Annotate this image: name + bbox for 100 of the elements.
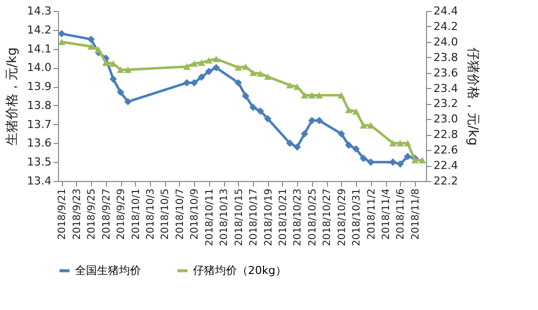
y2-tick-label: 23.4 bbox=[434, 82, 458, 95]
y-tick-label: 14.3 bbox=[27, 4, 52, 18]
x-tick-label: 2018/10/5 bbox=[160, 188, 172, 240]
x-tick-label: 2018/10/7 bbox=[174, 188, 186, 240]
x-tick-label: 2018/10/23 bbox=[292, 188, 304, 246]
point bbox=[360, 122, 368, 129]
point bbox=[264, 73, 272, 80]
y2-tick-label: 23.0 bbox=[434, 112, 458, 126]
point bbox=[198, 73, 206, 81]
point bbox=[205, 57, 213, 64]
point bbox=[338, 130, 346, 138]
point bbox=[256, 107, 264, 115]
point bbox=[300, 130, 308, 138]
point bbox=[58, 30, 66, 38]
x-tick-label: 2018/10/15 bbox=[234, 188, 245, 246]
point bbox=[389, 158, 397, 166]
x-tick-label: 2018/9/25 bbox=[86, 188, 98, 240]
point bbox=[234, 64, 242, 71]
y-tick-label: 13.4 bbox=[27, 174, 52, 188]
x-tick-label: 2018/10/31 bbox=[352, 188, 363, 246]
x-tick-label: 2018/10/9 bbox=[190, 188, 201, 240]
point bbox=[87, 43, 95, 50]
y-tick-label: 13.8 bbox=[27, 98, 52, 112]
point bbox=[116, 66, 124, 73]
x-tick-label: 2018/9/27 bbox=[101, 188, 112, 240]
legend-label: 全国生猪均价 bbox=[75, 264, 141, 277]
y2-tick-label: 24.4 bbox=[434, 4, 458, 18]
x-tick-label: 2018/10/29 bbox=[336, 188, 348, 246]
point bbox=[116, 88, 124, 96]
x-tick-label: 2018/11/8 bbox=[410, 188, 422, 240]
point bbox=[256, 70, 264, 77]
point bbox=[293, 84, 301, 90]
y2-tick-label: 24.0 bbox=[434, 35, 458, 48]
x-tick-label: 2018/10/25 bbox=[307, 188, 318, 246]
point bbox=[345, 141, 352, 149]
y-tick-label: 13.9 bbox=[27, 80, 52, 94]
point bbox=[345, 106, 352, 114]
point bbox=[102, 60, 110, 66]
x-tick-label: 2018/10/27 bbox=[322, 188, 334, 246]
y2-tick-label: 22.6 bbox=[434, 144, 458, 157]
y-tick-label: 14.1 bbox=[27, 42, 52, 56]
y-tick-label: 13.7 bbox=[27, 118, 52, 131]
y2-tick-label: 23.8 bbox=[434, 50, 458, 64]
point bbox=[352, 145, 360, 153]
point bbox=[212, 64, 220, 72]
point bbox=[316, 116, 323, 124]
point bbox=[316, 92, 323, 98]
x-tick-label: 2018/9/23 bbox=[72, 188, 83, 240]
point bbox=[286, 140, 294, 147]
x-tick-label: 2018/11/4 bbox=[381, 188, 392, 240]
point bbox=[124, 98, 132, 106]
point bbox=[249, 70, 257, 76]
y2-tick-label: 22.8 bbox=[434, 128, 458, 142]
point bbox=[396, 140, 404, 146]
x-tick-label: 2018/11/2 bbox=[366, 188, 378, 240]
point bbox=[205, 68, 213, 76]
y2-tick-label: 24.2 bbox=[434, 20, 458, 33]
point bbox=[242, 92, 250, 100]
point bbox=[87, 36, 95, 44]
point bbox=[300, 92, 308, 98]
point bbox=[418, 156, 426, 164]
point bbox=[183, 63, 191, 70]
point bbox=[124, 66, 132, 73]
y-axis-title: 生猪价格，元/kg bbox=[5, 47, 20, 146]
point bbox=[360, 154, 368, 162]
y2-axis-title: 仔猪价格，元/kg bbox=[464, 47, 480, 146]
x-tick-label: 2018/10/11 bbox=[204, 188, 216, 246]
point bbox=[198, 60, 206, 66]
point bbox=[249, 104, 257, 112]
y2-tick-label: 23.2 bbox=[434, 97, 458, 110]
legend-label: 仔猪均价（20kg） bbox=[193, 264, 286, 277]
point bbox=[109, 75, 117, 83]
y2-tick-label: 22.4 bbox=[434, 159, 458, 172]
point bbox=[338, 92, 346, 98]
x-tick-label: 2018/9/21 bbox=[57, 188, 68, 240]
x-tick-label: 2018/11/6 bbox=[396, 188, 407, 240]
x-tick-label: 2018/10/1 bbox=[130, 188, 142, 240]
y-tick-label: 14.2 bbox=[27, 23, 52, 36]
point bbox=[264, 114, 272, 122]
x-tick-label: 2018/10/17 bbox=[248, 188, 260, 246]
point bbox=[308, 92, 316, 98]
x-tick-label: 2018/10/13 bbox=[219, 188, 230, 246]
y2-tick-label: 23.6 bbox=[434, 66, 458, 80]
y2-tick-label: 22.2 bbox=[434, 174, 458, 188]
point bbox=[293, 143, 301, 151]
point bbox=[234, 79, 242, 86]
x-tick-label: 2018/10/3 bbox=[146, 188, 156, 240]
point bbox=[58, 38, 66, 46]
x-tick-label: 2018/9/29 bbox=[116, 188, 128, 240]
x-tick-label: 2018/10/21 bbox=[278, 188, 289, 246]
y-tick-label: 13.5 bbox=[27, 156, 52, 169]
point bbox=[404, 152, 412, 160]
y-tick-label: 13.6 bbox=[27, 136, 52, 150]
x-tick-label: 2018/10/19 bbox=[263, 188, 274, 246]
point bbox=[212, 56, 220, 62]
point bbox=[286, 82, 294, 88]
point bbox=[190, 60, 198, 67]
point bbox=[404, 140, 412, 146]
y-tick-label: 14.0 bbox=[27, 61, 52, 74]
point bbox=[94, 46, 102, 53]
